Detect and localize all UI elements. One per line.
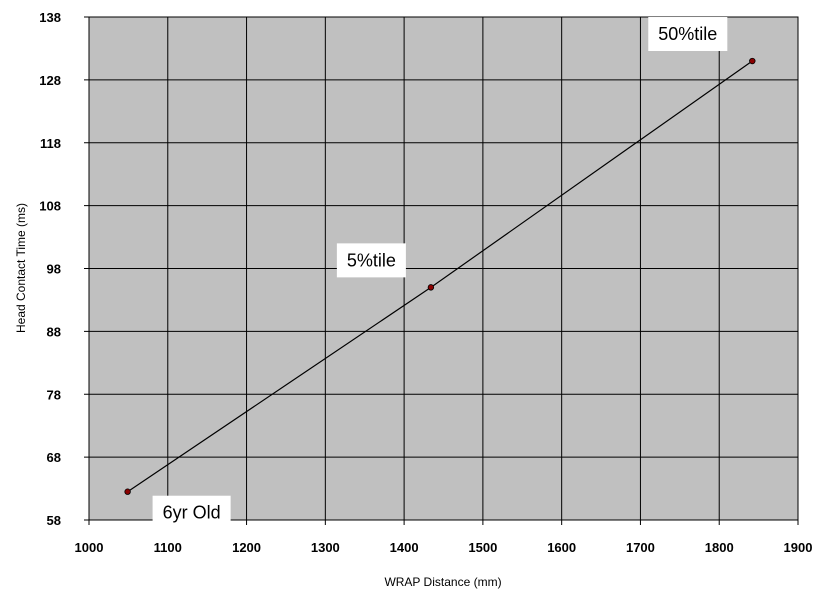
y-tick-label: 138 — [39, 10, 61, 25]
data-point — [749, 57, 756, 65]
x-tick-label: 1400 — [390, 540, 419, 555]
series — [124, 57, 756, 495]
tick-labels: 1000 1100 1200 1300 1400 1500 1600 1700 1800 1900… — [39, 10, 812, 555]
y-tick-label: 78 — [47, 387, 61, 402]
y-tick-label: 128 — [39, 73, 61, 88]
x-tick-label: 1800 — [705, 540, 734, 555]
x-tick-label: 1500 — [468, 540, 497, 555]
annotation-label: 50%tile — [648, 17, 728, 52]
y-tick-label: 68 — [47, 450, 61, 465]
data-point — [427, 284, 435, 291]
annotation-label: 5%tile — [336, 243, 406, 278]
y-tick-label: 88 — [47, 324, 61, 339]
x-tick-label: 1700 — [626, 540, 655, 555]
x-tick-label: 1300 — [311, 540, 340, 555]
annotation-box — [648, 17, 728, 52]
annotation-label: 6yr Old — [152, 495, 231, 530]
data-point — [124, 488, 131, 495]
y-axis-title: Head Contact Time (ms) — [14, 203, 28, 333]
annotation-text: 50%tile — [658, 24, 717, 44]
x-tick-label: 1000 — [75, 540, 104, 555]
y-tick-label: 98 — [47, 262, 61, 277]
y-tick-label: 108 — [39, 199, 61, 214]
annotation-box — [336, 243, 406, 278]
y-tick-label: 58 — [47, 513, 61, 528]
y-tick-label: 118 — [40, 136, 61, 151]
x-axis-title: WRAP Distance (mm) — [384, 575, 501, 589]
annotations: 6yr Old 5%tile 50%tile — [152, 17, 728, 530]
x-tick-label: 1600 — [547, 540, 576, 555]
annotation-box — [152, 495, 231, 530]
annotation-text: 5%tile — [347, 250, 396, 270]
x-tick-label: 1100 — [154, 540, 182, 555]
annotation-text: 6yr Old — [163, 503, 221, 523]
x-tick-label: 1200 — [232, 540, 261, 555]
x-tick-label: 1900 — [784, 540, 813, 555]
